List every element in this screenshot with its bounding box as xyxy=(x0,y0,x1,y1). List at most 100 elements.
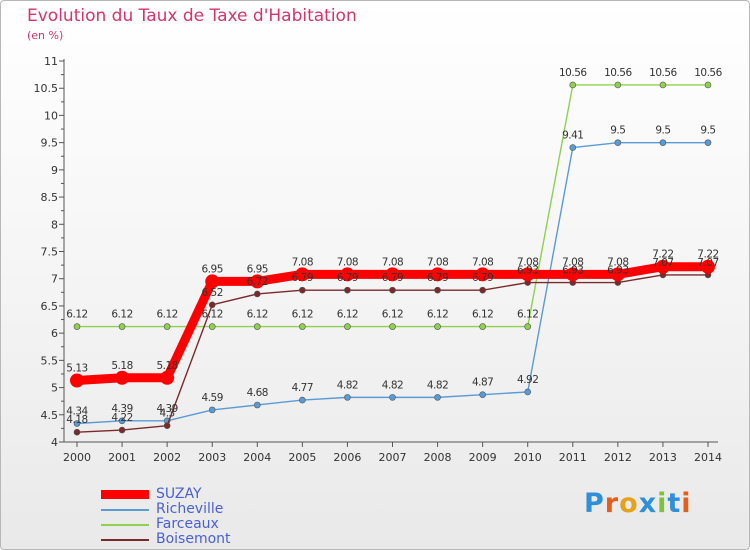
data-point-richeville xyxy=(704,139,712,146)
data-point-farceaux xyxy=(73,323,81,330)
data-point-suzay xyxy=(701,259,715,274)
y-tick-label: 4.5 xyxy=(41,409,59,422)
data-point-boisemont xyxy=(299,286,306,294)
data-label-farceaux: 10.56 xyxy=(649,67,677,79)
data-point-richeville xyxy=(479,391,486,398)
data-label-farceaux: 6.12 xyxy=(517,309,538,321)
data-point-boisemont xyxy=(434,286,441,294)
data-label-farceaux: 6.12 xyxy=(111,309,132,321)
logo-letter: x xyxy=(638,488,658,519)
data-point-boisemont xyxy=(208,301,216,309)
y-tick-label: 8.5 xyxy=(41,191,59,204)
logo-letter: r xyxy=(604,488,620,519)
legend-swatch-richeville xyxy=(101,509,149,511)
legend: SUZAY Richeville Farceaux Boisemont xyxy=(101,487,341,547)
data-point-suzay xyxy=(205,274,220,289)
data-label-richeville: 4.92 xyxy=(517,374,538,386)
data-label-richeville: 9.5 xyxy=(700,125,715,137)
x-tick-label: 2005 xyxy=(288,451,316,464)
data-label-boisemont: 6.79 xyxy=(472,272,493,284)
logo-letter: P xyxy=(584,488,605,519)
data-point-boisemont xyxy=(253,290,261,298)
legend-item-farceaux: Farceaux xyxy=(101,517,341,532)
data-point-suzay xyxy=(385,267,400,282)
y-tick-label: 9.5 xyxy=(41,137,59,150)
legend-item-richeville: Richeville xyxy=(101,502,341,517)
data-point-boisemont xyxy=(389,286,396,294)
x-tick-label: 2007 xyxy=(379,451,407,464)
data-point-farceaux xyxy=(569,81,577,89)
data-point-suzay xyxy=(340,267,355,282)
data-label-boisemont: 6.79 xyxy=(427,272,448,284)
y-tick-label: 11 xyxy=(44,55,58,68)
data-point-suzay xyxy=(610,267,625,282)
legend-swatch-farceaux xyxy=(101,524,149,526)
y-tick-label: 9 xyxy=(51,164,58,177)
chart-unit-label: (en %) xyxy=(27,29,64,42)
data-label-farceaux: 6.12 xyxy=(472,309,493,321)
data-label-suzay: 7.08 xyxy=(382,256,403,268)
data-point-boisemont xyxy=(344,286,351,294)
y-tick-label: 6.5 xyxy=(41,300,59,313)
data-label-richeville: 9.41 xyxy=(562,130,583,142)
data-point-farceaux xyxy=(434,323,441,330)
data-point-farceaux xyxy=(479,323,486,330)
data-point-farceaux xyxy=(118,323,126,330)
data-label-suzay: 7.08 xyxy=(517,256,538,268)
data-label-suzay: 7.08 xyxy=(427,256,448,268)
data-point-farceaux xyxy=(253,323,261,330)
data-label-richeville: 4.68 xyxy=(247,387,268,399)
data-label-farceaux: 10.56 xyxy=(604,67,632,79)
data-point-suzay xyxy=(430,267,445,282)
data-point-farceaux xyxy=(524,323,532,330)
data-label-farceaux: 10.56 xyxy=(694,67,722,79)
x-tick-label: 2001 xyxy=(108,451,136,464)
data-label-boisemont: 6.93 xyxy=(607,265,628,277)
data-point-richeville xyxy=(569,144,577,151)
data-label-richeville: 4.77 xyxy=(292,382,313,394)
data-label-suzay: 6.95 xyxy=(247,263,268,275)
legend-label-richeville: Richeville xyxy=(156,501,224,517)
data-point-richeville xyxy=(524,388,532,396)
x-tick-label: 2009 xyxy=(469,451,497,464)
logo-letter: t xyxy=(667,488,682,519)
data-point-richeville xyxy=(208,406,216,414)
x-tick-label: 2000 xyxy=(63,451,91,464)
data-point-suzay xyxy=(70,373,84,388)
y-tick-label: 8 xyxy=(51,218,58,231)
x-tick-label: 2003 xyxy=(198,451,226,464)
data-label-suzay: 7.08 xyxy=(292,256,313,268)
legend-label-boisemont: Boisemont xyxy=(156,531,231,547)
data-label-boisemont: 6.79 xyxy=(337,272,358,284)
data-label-farceaux: 6.12 xyxy=(247,309,268,321)
y-tick-label: 6 xyxy=(51,327,58,340)
data-point-richeville xyxy=(659,139,667,146)
data-point-richeville xyxy=(434,394,441,401)
y-tick-label: 7.5 xyxy=(41,246,59,259)
data-label-farceaux: 6.12 xyxy=(382,309,403,321)
data-point-richeville xyxy=(253,401,261,409)
data-point-suzay xyxy=(475,267,490,282)
data-point-boisemont xyxy=(163,422,171,429)
data-point-farceaux xyxy=(208,323,216,330)
data-point-richeville xyxy=(73,420,81,427)
data-point-suzay xyxy=(520,267,535,282)
data-label-farceaux: 6.12 xyxy=(66,309,87,321)
data-label-suzay: 5.18 xyxy=(111,360,132,372)
data-label-boisemont: 7.07 xyxy=(652,257,673,269)
x-tick-label: 2008 xyxy=(424,451,452,464)
data-label-richeville: 4.82 xyxy=(337,379,358,391)
x-tick-label: 2012 xyxy=(604,451,632,464)
data-label-farceaux: 6.12 xyxy=(427,309,448,321)
y-tick-label: 7 xyxy=(51,273,58,286)
data-point-richeville xyxy=(344,394,351,401)
data-point-richeville xyxy=(614,139,622,146)
data-point-suzay xyxy=(655,259,670,274)
data-label-suzay: 7.22 xyxy=(697,249,718,261)
data-point-farceaux xyxy=(344,323,351,330)
data-label-farceaux: 10.56 xyxy=(559,67,587,79)
data-label-boisemont: 4.18 xyxy=(66,414,87,426)
data-label-richeville: 4.59 xyxy=(202,392,223,404)
x-tick-label: 2002 xyxy=(153,451,181,464)
